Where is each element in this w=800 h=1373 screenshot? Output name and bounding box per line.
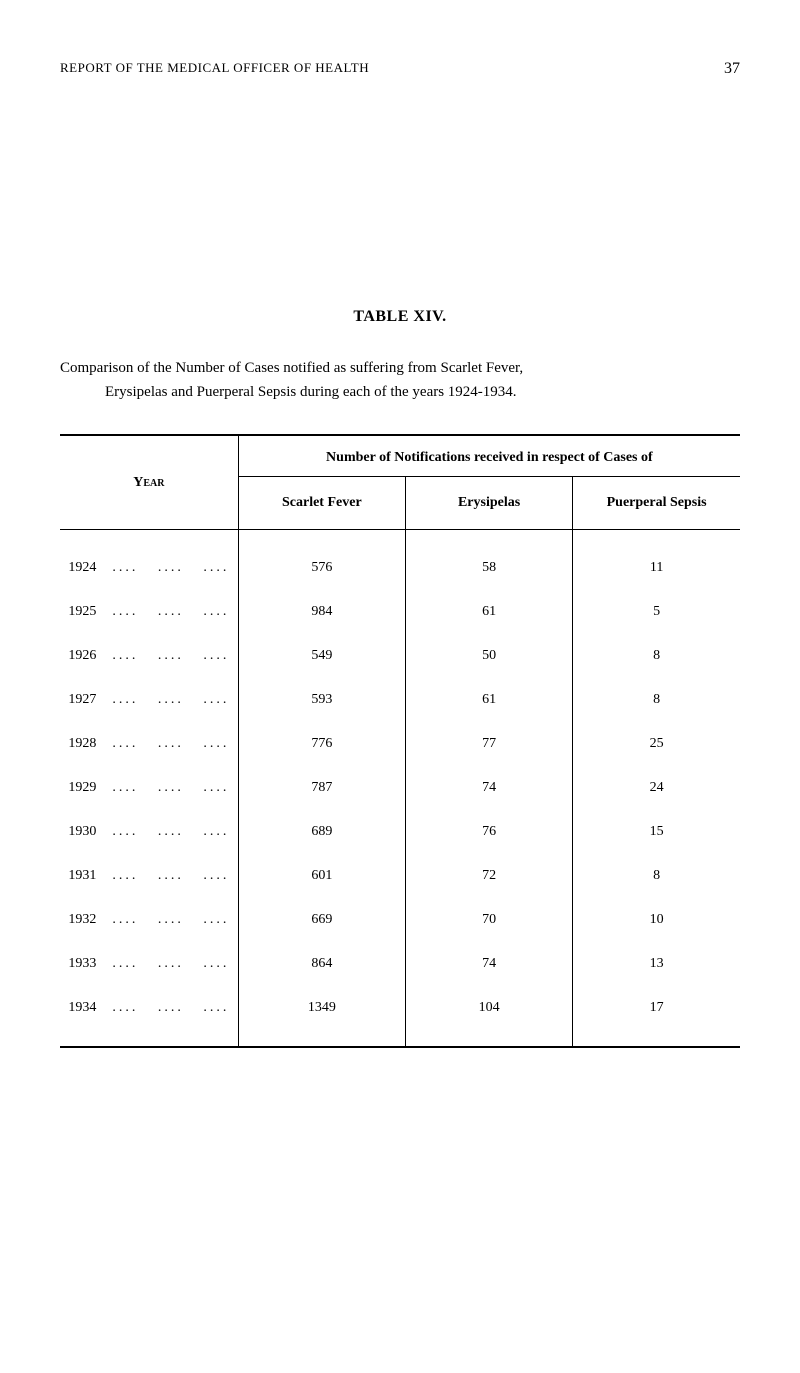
scarlet-fever-cell: 576 bbox=[238, 546, 405, 590]
erysipelas-cell: 74 bbox=[405, 766, 572, 810]
puerperal-sepsis-cell: 25 bbox=[573, 722, 740, 766]
erysipelas-cell: 72 bbox=[405, 854, 572, 898]
page-header: REPORT OF THE MEDICAL OFFICER OF HEALTH … bbox=[60, 60, 740, 78]
year-cell: 1928.... .... .... bbox=[60, 722, 238, 766]
table-row: 1925.... .... ....984615 bbox=[60, 590, 740, 634]
year-cell: 1933.... .... .... bbox=[60, 942, 238, 986]
puerperal-sepsis-cell: 24 bbox=[573, 766, 740, 810]
notifications-table: Year Number of Notifications received in… bbox=[60, 434, 740, 1048]
scarlet-fever-cell: 787 bbox=[238, 766, 405, 810]
description-line-1: Comparison of the Number of Cases notifi… bbox=[60, 356, 740, 380]
scarlet-fever-cell: 864 bbox=[238, 942, 405, 986]
year-cell: 1934.... .... .... bbox=[60, 986, 238, 1030]
scarlet-fever-cell: 776 bbox=[238, 722, 405, 766]
table-row: 1926.... .... ....549508 bbox=[60, 634, 740, 678]
year-cell: 1925.... .... .... bbox=[60, 590, 238, 634]
erysipelas-cell: 61 bbox=[405, 590, 572, 634]
spacer-row bbox=[60, 1030, 740, 1047]
puerperal-sepsis-cell: 8 bbox=[573, 634, 740, 678]
table-row: 1931.... .... ....601728 bbox=[60, 854, 740, 898]
erysipelas-cell: 74 bbox=[405, 942, 572, 986]
page-number: 37 bbox=[724, 60, 740, 78]
scarlet-fever-cell: 1349 bbox=[238, 986, 405, 1030]
scarlet-fever-cell: 984 bbox=[238, 590, 405, 634]
header-title: REPORT OF THE MEDICAL OFFICER OF HEALTH bbox=[60, 60, 369, 78]
puerperal-sepsis-cell: 8 bbox=[573, 678, 740, 722]
year-column-header: Year bbox=[60, 435, 238, 530]
scarlet-fever-cell: 689 bbox=[238, 810, 405, 854]
notifications-column-header: Number of Notifications received in resp… bbox=[238, 435, 740, 477]
spacer-row bbox=[60, 530, 740, 547]
year-cell: 1927.... .... .... bbox=[60, 678, 238, 722]
table-header: Year Number of Notifications received in… bbox=[60, 435, 740, 530]
table-row: 1934.... .... ....134910417 bbox=[60, 986, 740, 1030]
puerperal-sepsis-cell: 10 bbox=[573, 898, 740, 942]
table-title: TABLE XIV. bbox=[60, 308, 740, 326]
scarlet-fever-cell: 601 bbox=[238, 854, 405, 898]
table-row: 1933.... .... ....8647413 bbox=[60, 942, 740, 986]
year-cell: 1932.... .... .... bbox=[60, 898, 238, 942]
year-cell: 1930.... .... .... bbox=[60, 810, 238, 854]
year-cell: 1929.... .... .... bbox=[60, 766, 238, 810]
puerperal-sepsis-cell: 5 bbox=[573, 590, 740, 634]
puerperal-sepsis-cell: 15 bbox=[573, 810, 740, 854]
description-line-2: Erysipelas and Puerperal Sepsis during e… bbox=[60, 380, 740, 404]
year-cell: 1924.... .... .... bbox=[60, 546, 238, 590]
scarlet-fever-cell: 669 bbox=[238, 898, 405, 942]
erysipelas-header: Erysipelas bbox=[405, 477, 572, 530]
erysipelas-cell: 70 bbox=[405, 898, 572, 942]
scarlet-fever-cell: 593 bbox=[238, 678, 405, 722]
scarlet-fever-header: Scarlet Fever bbox=[238, 477, 405, 530]
year-cell: 1931.... .... .... bbox=[60, 854, 238, 898]
erysipelas-cell: 61 bbox=[405, 678, 572, 722]
puerperal-sepsis-cell: 11 bbox=[573, 546, 740, 590]
puerperal-sepsis-cell: 13 bbox=[573, 942, 740, 986]
puerperal-sepsis-cell: 8 bbox=[573, 854, 740, 898]
puerperal-sepsis-header: Puerperal Sepsis bbox=[573, 477, 740, 530]
table-row: 1929.... .... ....7877424 bbox=[60, 766, 740, 810]
table-row: 1924.... .... ....5765811 bbox=[60, 546, 740, 590]
year-cell: 1926.... .... .... bbox=[60, 634, 238, 678]
table-row: 1932.... .... ....6697010 bbox=[60, 898, 740, 942]
puerperal-sepsis-cell: 17 bbox=[573, 986, 740, 1030]
table-row: 1927.... .... ....593618 bbox=[60, 678, 740, 722]
table-row: 1928.... .... ....7767725 bbox=[60, 722, 740, 766]
erysipelas-cell: 77 bbox=[405, 722, 572, 766]
table-description: Comparison of the Number of Cases notifi… bbox=[60, 356, 740, 404]
scarlet-fever-cell: 549 bbox=[238, 634, 405, 678]
erysipelas-cell: 104 bbox=[405, 986, 572, 1030]
erysipelas-cell: 58 bbox=[405, 546, 572, 590]
table-body: 1924.... .... ....57658111925.... .... .… bbox=[60, 530, 740, 1048]
table-row: 1930.... .... ....6897615 bbox=[60, 810, 740, 854]
erysipelas-cell: 50 bbox=[405, 634, 572, 678]
erysipelas-cell: 76 bbox=[405, 810, 572, 854]
